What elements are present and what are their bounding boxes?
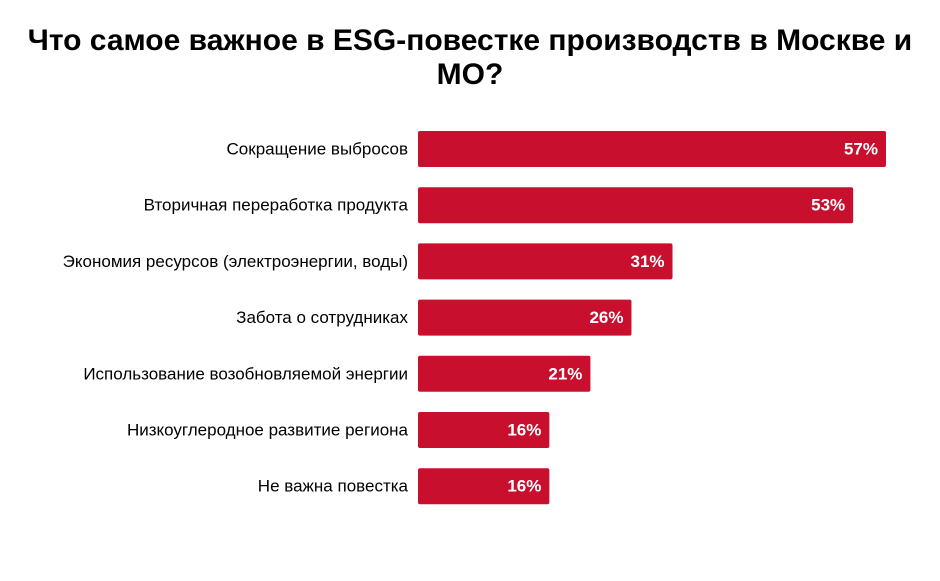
- value-label: 21%: [548, 364, 582, 383]
- value-label: 26%: [589, 308, 623, 327]
- bar-group: Сокращение выбросов 57%: [227, 131, 886, 167]
- bar: [418, 131, 886, 167]
- bar: [418, 243, 673, 280]
- value-label: 57%: [844, 140, 878, 159]
- bar: [418, 299, 632, 336]
- bar: [418, 355, 591, 392]
- value-label: 31%: [630, 252, 664, 271]
- category-label: Низкоуглеродное развитие региона: [127, 421, 409, 440]
- bar-group: Забота о сотрудниках 26%: [236, 299, 632, 336]
- value-label: 16%: [507, 421, 541, 440]
- bar: [418, 412, 550, 448]
- category-label: Использование возобновляемой энергии: [83, 364, 408, 383]
- bar: [418, 468, 550, 505]
- category-label: Забота о сотрудниках: [236, 308, 408, 327]
- category-label: Сокращение выбросов: [227, 140, 408, 159]
- value-label: 16%: [507, 477, 541, 496]
- bar-group: Не важна повестка 16%: [258, 468, 550, 505]
- chart-title: Что самое важное в ESG-повестке производ…: [27, 24, 913, 91]
- bar-group: Использование возобновляемой энергии 21%: [83, 355, 591, 392]
- bar-group: Экономия ресурсов (электроэнергии, воды)…: [63, 243, 673, 280]
- bar: [418, 187, 854, 224]
- category-label: Не важна повестка: [258, 477, 409, 496]
- bar-group: Низкоуглеродное развитие региона 16%: [127, 412, 550, 448]
- bar-group: Вторичная переработка продукта 53%: [144, 187, 854, 224]
- bars-layer: Сокращение выбросов 57% Вторичная перерабо…: [63, 131, 886, 505]
- category-label: Вторичная переработка продукта: [144, 196, 409, 215]
- category-label: Экономия ресурсов (электроэнергии, воды): [63, 252, 408, 271]
- value-label: 53%: [811, 196, 845, 215]
